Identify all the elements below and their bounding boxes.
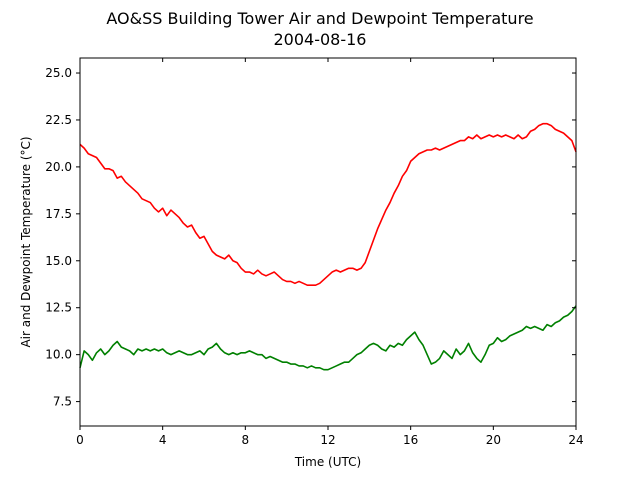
x-tick-label: 24 [568,433,583,447]
ticks-layer: 0 4 8 12 16 20 24 7.5 10.0 12.5 15.0 17.5 20.0 22.5 25… [45,58,584,447]
y-tick-label: 17.5 [45,207,72,221]
x-axis-label: Time (UTC) [294,455,361,469]
y-tick-label: 10.0 [45,348,72,362]
x-tick-label: 8 [242,433,250,447]
series-line-1 [79,305,577,371]
series-layer [79,122,577,371]
chart-subtitle: 2004-08-16 [274,30,367,49]
x-tick-label: 16 [403,433,418,447]
y-tick-label: 22.5 [45,113,72,127]
x-tick-label: 0 [76,433,84,447]
x-tick-label: 4 [159,433,167,447]
y-tick-label: 25.0 [45,66,72,80]
plot-area-frame [79,57,577,427]
x-tick-label: 12 [320,433,335,447]
y-tick-label: 12.5 [45,301,72,315]
x-tick-label: 20 [486,433,501,447]
y-axis-label: Air and Dewpoint Temperature (°C) [19,136,33,347]
y-tick-label: 20.0 [45,160,72,174]
chart-title: AO&SS Building Tower Air and Dewpoint Te… [106,9,533,28]
y-tick-label: 7.5 [53,395,72,409]
y-tick-label: 15.0 [45,254,72,268]
series-line-0 [79,122,577,286]
